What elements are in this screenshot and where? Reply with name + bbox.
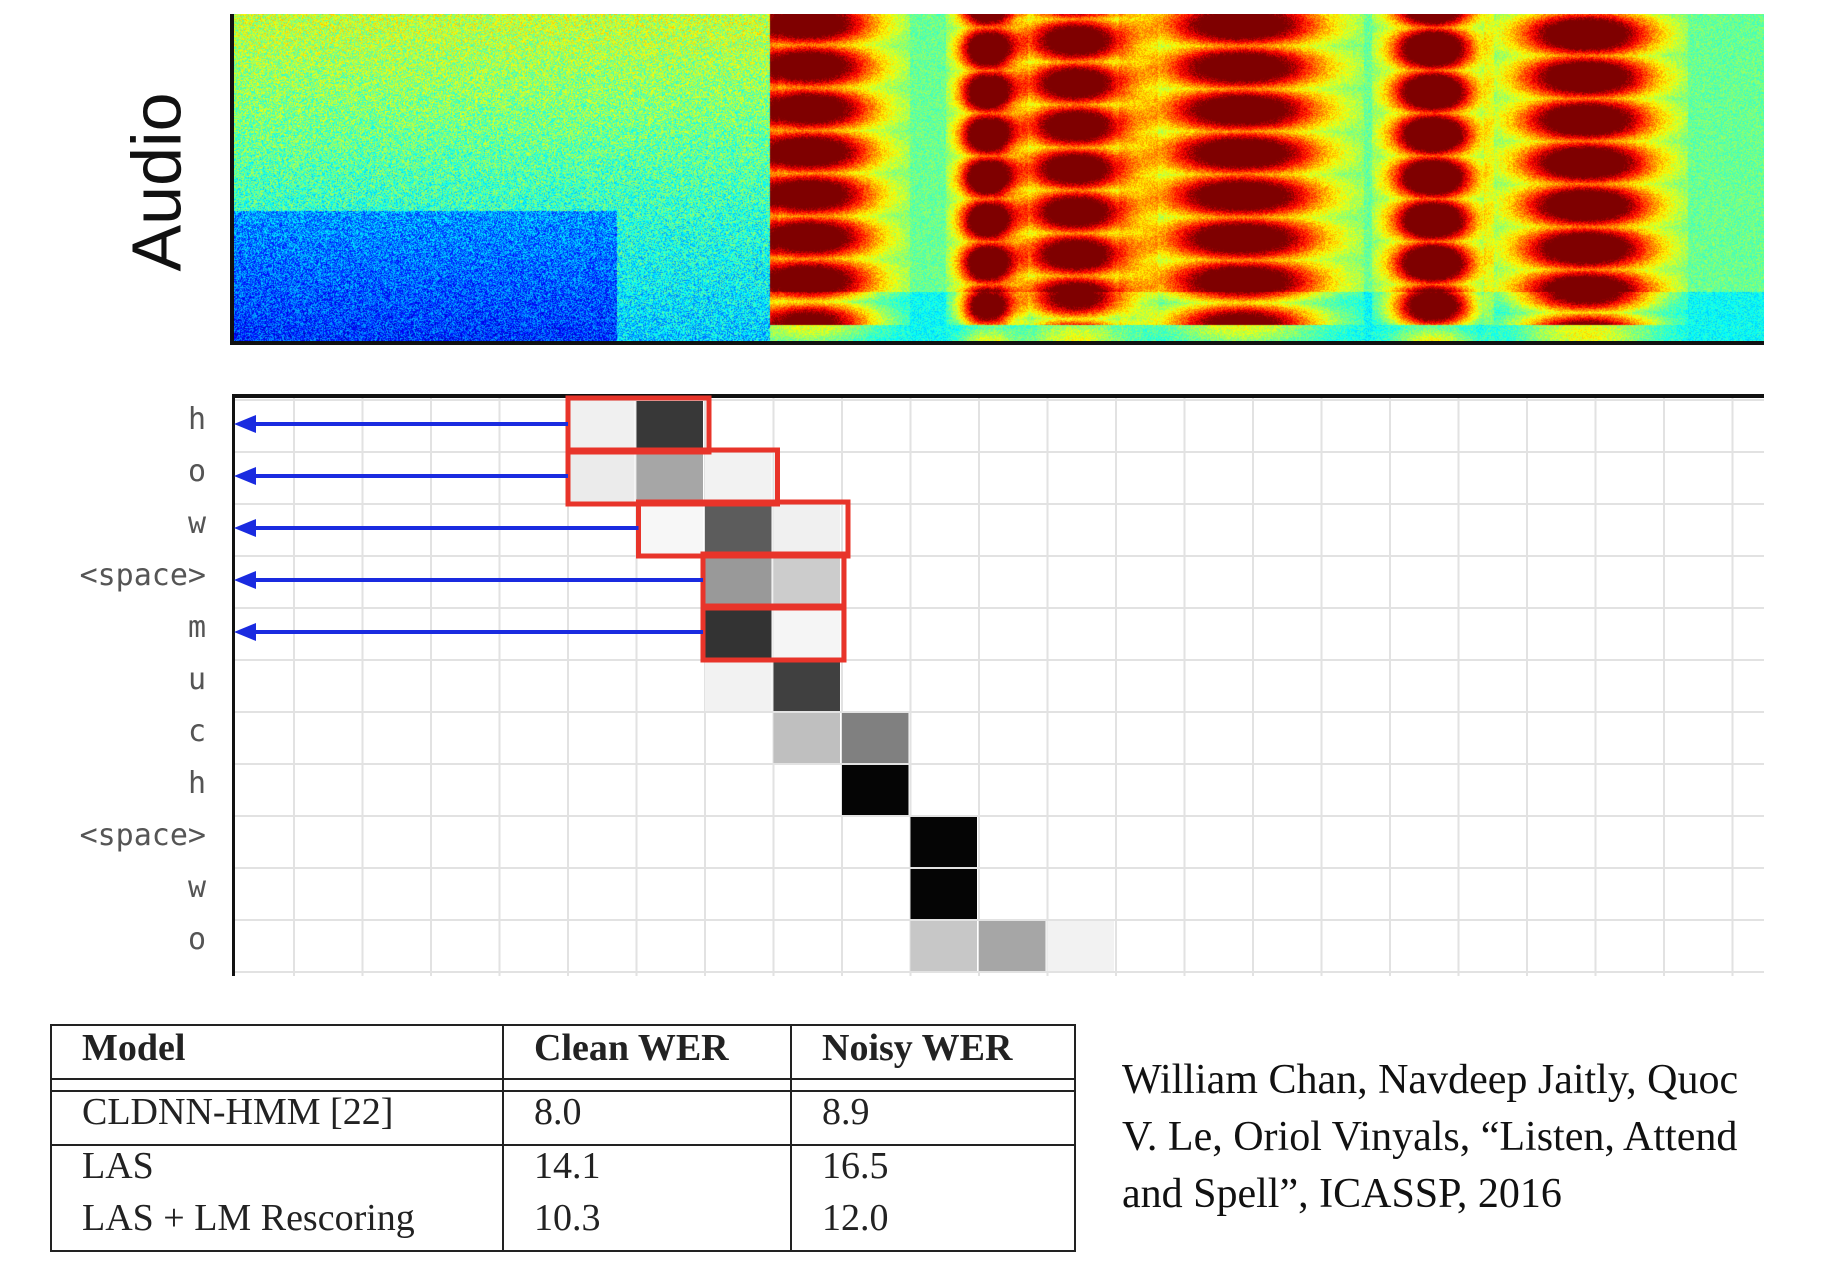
attention-row-label: m [187,610,206,645]
citation-line: and Spell”, ICASSP, 2016 [1122,1171,1562,1217]
attention-row-label: <space> [79,818,206,853]
attention-weight-cell [979,921,1046,971]
table-rule [502,1024,504,1252]
audio-label-text: Audio [118,92,197,272]
attention-row-label: o [187,922,206,957]
table-rule [50,1144,1076,1146]
wer-results-table: Model Clean WER Noisy WER CLDNN-HMM [22]… [50,1024,1076,1252]
attention-weight-cell [636,401,703,451]
table-cell-noisy-wer: 16.5 [822,1145,889,1187]
attention-weight-cell [636,505,703,555]
table-rule [50,1250,1076,1252]
attention-alignment-matrix [232,394,1764,976]
attention-weight-cell [636,453,703,503]
attention-weight-cell [842,713,909,763]
table-header-model: Model [82,1027,186,1069]
table-cell-noisy-wer: 8.9 [822,1091,870,1133]
attention-weight-cell [705,505,772,555]
table-rule [50,1090,1076,1092]
table-cell-clean-wer: 10.3 [534,1197,601,1239]
table-cell-noisy-wer: 12.0 [822,1197,889,1239]
arrow-head-icon [234,415,256,433]
attention-weight-cell [910,869,977,919]
audio-axis-label: Audio [112,82,202,282]
attention-row-label: c [187,714,206,749]
attention-row-label: <space> [79,558,206,593]
attention-row-label: w [187,506,206,541]
table-rule [790,1024,792,1252]
table-rule [50,1024,52,1252]
attention-weight-cell [568,453,635,503]
attention-row-label: u [187,662,206,697]
attention-weight-cell [1047,921,1114,971]
table-rule [1074,1024,1076,1252]
table-rule [50,1078,1076,1080]
attention-row-label: w [187,870,206,905]
attention-weight-cell [773,609,840,659]
attention-weight-cell [773,661,840,711]
arrow-head-icon [234,467,256,485]
attention-weight-cell [705,453,772,503]
attention-weight-cell [705,557,772,607]
attention-weight-cell [773,713,840,763]
citation-line: William Chan, Navdeep Jaitly, Quoc [1122,1057,1739,1103]
attention-row-label: h [187,766,206,801]
table-rule [50,1024,1076,1026]
attention-weight-cell [705,609,772,659]
attention-weight-cell [773,505,840,555]
table-cell-model: CLDNN-HMM [22] [82,1091,394,1133]
arrow-head-icon [234,571,256,589]
attention-weight-cell [568,401,635,451]
table-header-noisy-wer: Noisy WER [822,1027,1013,1069]
table-cell-clean-wer: 14.1 [534,1145,601,1187]
table-cell-model: LAS + LM Rescoring [82,1197,415,1239]
audio-spectrogram [230,14,1764,345]
paper-citation: William Chan, Navdeep Jaitly, Quoc V. Le… [1122,1052,1834,1223]
spectrogram-image [234,14,1764,341]
table-header-clean-wer: Clean WER [534,1027,729,1069]
attention-weight-cell [773,557,840,607]
citation-line: V. Le, Oriol Vinyals, “Listen, Attend [1122,1114,1738,1160]
arrow-head-icon [234,623,256,641]
attention-weight-cell [910,921,977,971]
arrow-head-icon [234,519,256,537]
attention-weight-cell [910,817,977,867]
attention-weight-cell [705,661,772,711]
attention-row-label: o [187,454,206,489]
table-cell-clean-wer: 8.0 [534,1091,582,1133]
table-cell-model: LAS [82,1145,154,1187]
attention-row-label: h [187,402,206,437]
attention-weight-cell [842,765,909,815]
